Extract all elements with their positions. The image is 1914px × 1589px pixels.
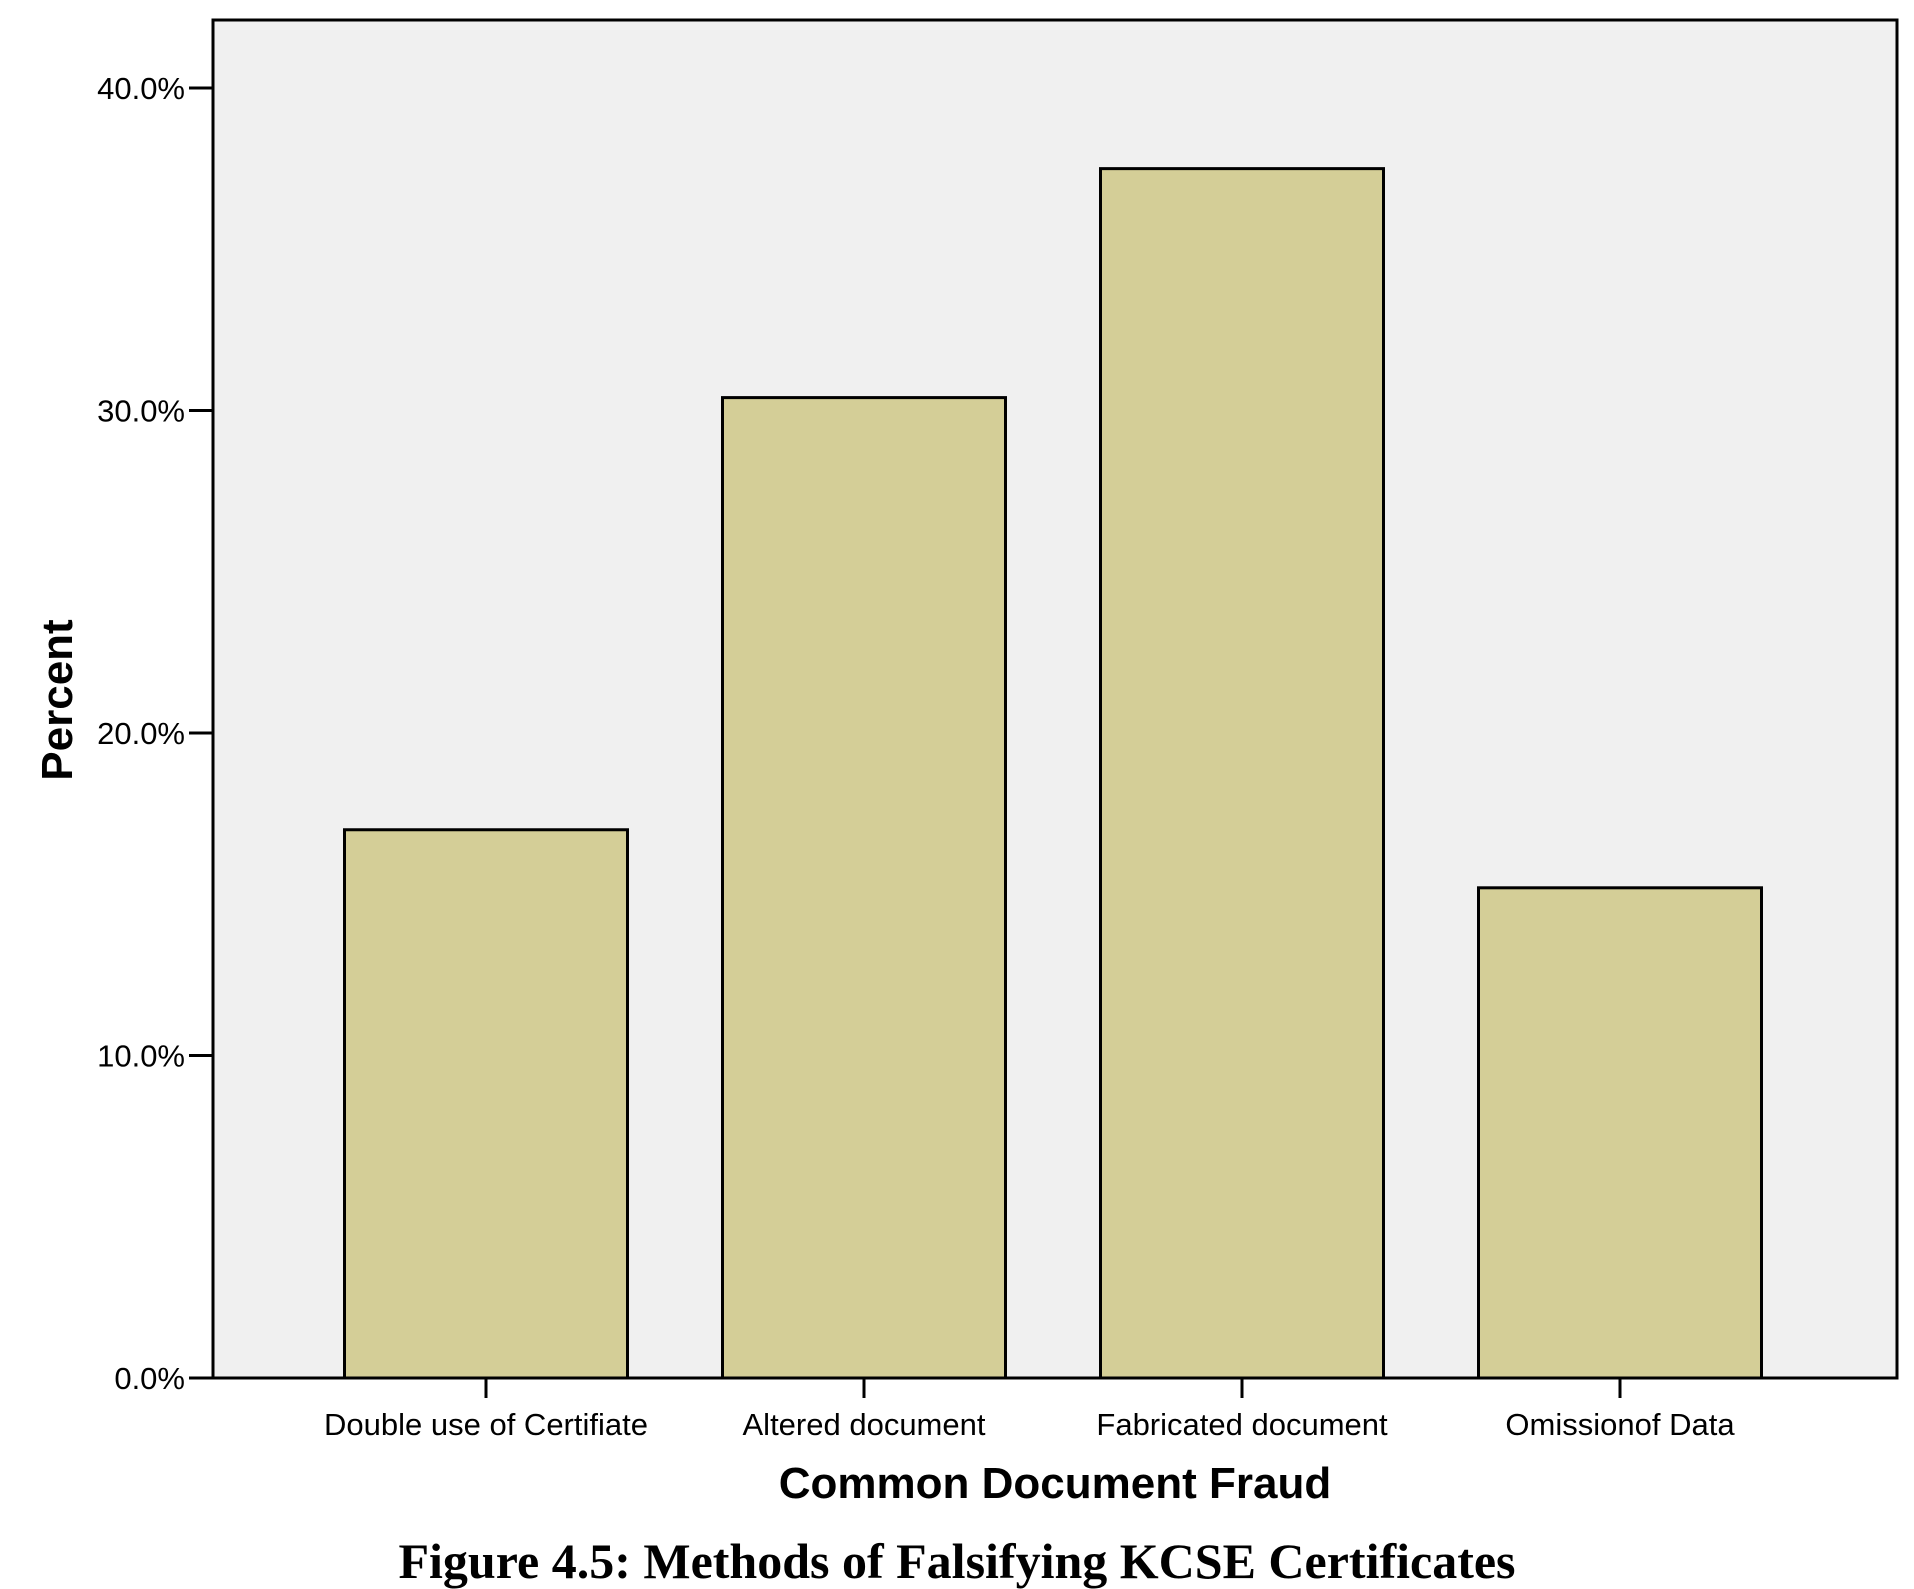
x-tick-label: Double use of Certifiate xyxy=(324,1407,648,1442)
y-axis-title: Percent xyxy=(33,619,82,781)
figure-caption: Figure 4.5: Methods of Falsifying KCSE C… xyxy=(399,1533,1516,1589)
x-ticks-group: Double use of Certifiate Altered document… xyxy=(324,1378,1735,1442)
bar xyxy=(1477,886,1763,1380)
x-axis-title: Common Document Fraud xyxy=(779,1459,1331,1508)
bar xyxy=(343,828,629,1380)
y-tick-label: 40.0% xyxy=(97,71,185,106)
y-tick-label: 0.0% xyxy=(114,1361,185,1396)
x-tick-label: Omissionof Data xyxy=(1505,1407,1735,1442)
bar xyxy=(721,396,1007,1380)
x-tick-label: Fabricated document xyxy=(1096,1407,1388,1442)
bars-group xyxy=(343,167,1763,1380)
y-tick-label: 30.0% xyxy=(97,394,185,429)
x-tick-label: Altered document xyxy=(743,1407,986,1442)
y-tick-label: 20.0% xyxy=(97,716,185,751)
bar xyxy=(1099,167,1385,1380)
y-ticks-group: 0.0% 10.0% 20.0% 30.0% 40.0% xyxy=(97,71,213,1396)
y-tick-label: 10.0% xyxy=(97,1039,185,1074)
